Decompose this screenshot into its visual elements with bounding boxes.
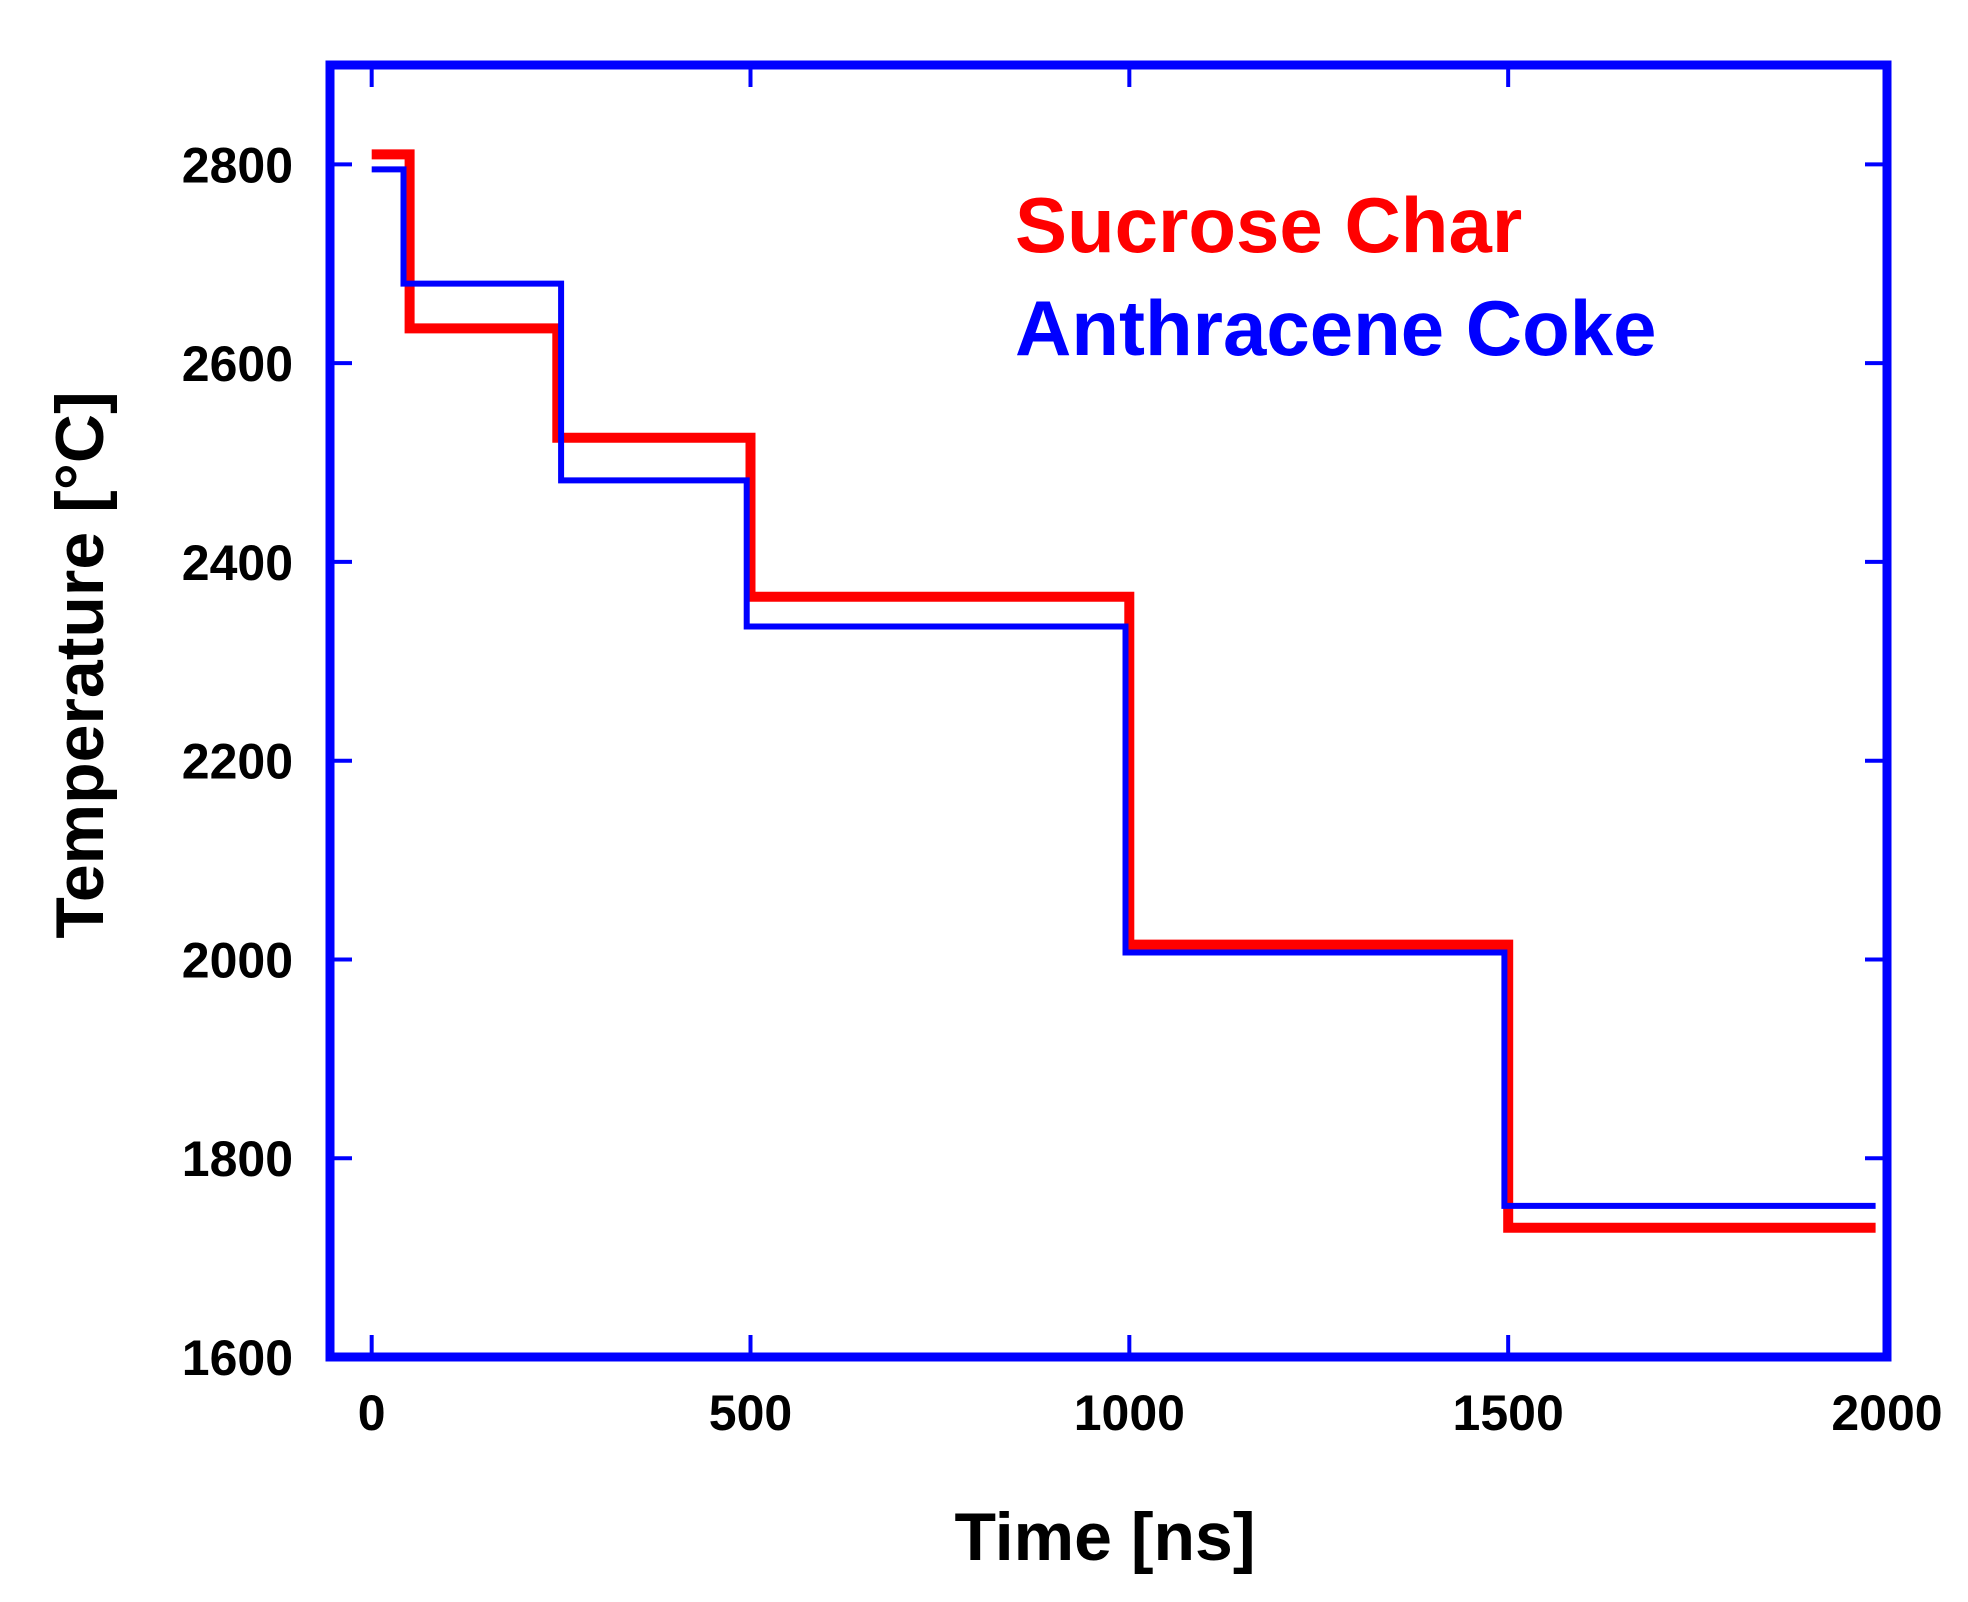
data-layer — [371, 149, 1876, 1233]
ticks-layer — [330, 65, 1889, 1359]
legend-entry-anthracene-coke: Anthracene Coke — [1015, 284, 1657, 372]
y-tick-label: 2400 — [182, 535, 293, 591]
y-tick-label: 2600 — [182, 336, 293, 392]
plot-frame — [325, 60, 1892, 1362]
y-axis-title: Temperature [°C] — [42, 391, 118, 938]
legend-entry-sucrose-char: Sucrose Char — [1015, 181, 1522, 269]
x-tick-label: 2000 — [1831, 1385, 1942, 1441]
x-axis-title: Time [ns] — [954, 1499, 1255, 1575]
x-tick-label: 0 — [358, 1385, 386, 1441]
y-tick-label: 2800 — [182, 137, 293, 193]
series-line-anthracene-coke — [371, 166, 1876, 1209]
x-tick-label: 500 — [709, 1385, 792, 1441]
y-tick-label: 1600 — [182, 1330, 293, 1386]
x-tick-label: 1500 — [1453, 1385, 1564, 1441]
legend: Sucrose Char Anthracene Coke — [1015, 181, 1657, 372]
y-tick-label: 2000 — [182, 932, 293, 988]
labels-layer: 0 500 1000 1500 2000 1600 1800 2000 2200 2400 2600… — [182, 137, 1943, 1441]
y-tick-label: 1800 — [182, 1131, 293, 1187]
y-tick-label: 2200 — [182, 734, 293, 790]
x-tick-label: 1000 — [1074, 1385, 1185, 1441]
series-line-sucrose-char — [371, 149, 1876, 1233]
